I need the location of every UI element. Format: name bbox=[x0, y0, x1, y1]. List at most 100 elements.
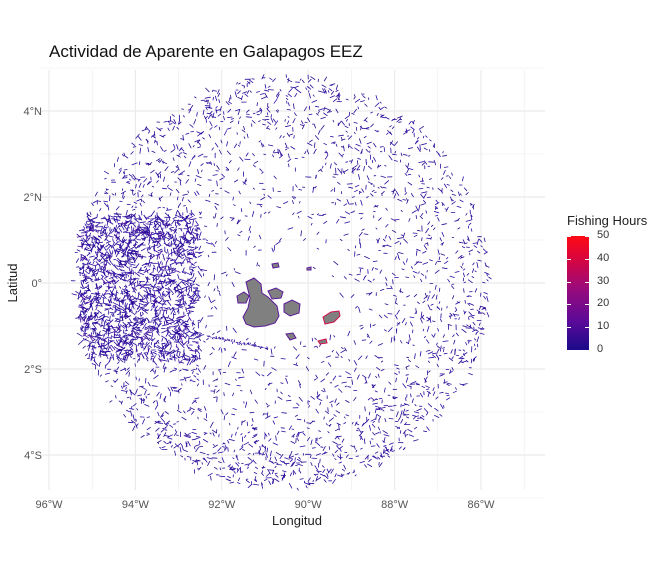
fishing-track-segment bbox=[193, 446, 196, 450]
fishing-track-segment bbox=[284, 457, 289, 460]
fishing-track-segment bbox=[395, 377, 397, 383]
fishing-track-segment bbox=[185, 369, 189, 371]
fishing-track-segment bbox=[332, 375, 337, 381]
fishing-track-segment bbox=[325, 355, 332, 358]
fishing-track-segment bbox=[361, 188, 365, 193]
fishing-track-segment bbox=[320, 124, 325, 130]
fishing-track-segment bbox=[163, 121, 168, 123]
fishing-track-segment bbox=[425, 385, 430, 389]
fishing-track-segment bbox=[368, 308, 373, 311]
fishing-track-segment bbox=[228, 438, 235, 442]
fishing-track-segment bbox=[235, 455, 239, 461]
fishing-track-segment bbox=[138, 144, 143, 146]
x-axis: 96°W 94°W 92°W 90°W 88°W 86°W bbox=[35, 499, 495, 511]
fishing-track-segment bbox=[435, 396, 439, 400]
fishing-track-segment bbox=[149, 327, 156, 332]
fishing-track-segment bbox=[356, 273, 361, 276]
fishing-track-segment bbox=[166, 207, 169, 211]
fishing-track-segment bbox=[335, 351, 340, 356]
fishing-track-segment bbox=[466, 324, 469, 327]
fishing-track-segment bbox=[191, 438, 197, 441]
fishing-track-segment bbox=[156, 440, 162, 444]
fishing-track-segment bbox=[244, 463, 249, 466]
fishing-track-segment bbox=[119, 286, 122, 289]
fishing-track-segment bbox=[329, 163, 332, 169]
fishing-track-segment bbox=[129, 222, 136, 225]
fishing-track-segment bbox=[137, 178, 141, 182]
fishing-track-segment bbox=[413, 415, 417, 420]
fishing-track-segment bbox=[174, 169, 179, 174]
fishing-track-segment bbox=[313, 148, 317, 154]
fishing-track-segment bbox=[83, 255, 88, 260]
legend-tick-mark bbox=[585, 350, 589, 351]
fishing-track-segment bbox=[463, 311, 467, 315]
fishing-track-segment bbox=[291, 433, 296, 438]
fishing-track-segment bbox=[416, 229, 421, 232]
fishing-track-segment bbox=[191, 410, 195, 415]
x-tick-label: 94°W bbox=[122, 499, 150, 511]
fishing-track-segment bbox=[451, 356, 454, 360]
fishing-track-segment bbox=[374, 390, 378, 393]
fishing-track-segment bbox=[144, 404, 150, 407]
fishing-track-segment bbox=[356, 374, 360, 380]
fishing-track-segment bbox=[226, 127, 232, 130]
fishing-track-segment bbox=[93, 295, 100, 299]
fishing-track-segment bbox=[223, 130, 228, 136]
fishing-track-segment bbox=[178, 147, 182, 152]
fishing-track-segment bbox=[194, 224, 199, 227]
fishing-track-segment bbox=[325, 423, 328, 426]
fishing-track-segment bbox=[383, 387, 386, 393]
fishing-track-segment bbox=[205, 107, 208, 111]
fishing-track-segment bbox=[423, 377, 427, 383]
fishing-track-segment bbox=[246, 90, 250, 94]
fishing-track-segment bbox=[109, 400, 113, 403]
fishing-track-segment bbox=[328, 88, 333, 92]
fishing-track-segment bbox=[142, 418, 146, 425]
fishing-track-segment bbox=[253, 433, 258, 437]
fishing-track-segment bbox=[177, 154, 181, 157]
fishing-track-segment bbox=[272, 420, 276, 425]
fishing-track-segment bbox=[181, 443, 184, 450]
fishing-track-segment bbox=[229, 481, 235, 484]
fishing-track-segment bbox=[377, 373, 380, 378]
fishing-track-segment bbox=[397, 416, 402, 421]
fishing-track-segment bbox=[314, 337, 317, 341]
fishing-track-segment bbox=[192, 232, 198, 235]
fishing-track-segment bbox=[164, 287, 169, 290]
fishing-track-segment bbox=[465, 219, 472, 222]
fishing-track-segment bbox=[253, 358, 259, 361]
fishing-track-segment bbox=[267, 468, 271, 475]
fishing-track-segment bbox=[127, 336, 129, 341]
fishing-track-segment bbox=[402, 153, 408, 156]
fishing-track-segment bbox=[211, 421, 214, 424]
fishing-track-segment bbox=[422, 300, 426, 304]
fishing-track-segment bbox=[188, 316, 192, 322]
fishing-track-segment bbox=[159, 446, 162, 449]
fishing-track-segment bbox=[199, 211, 202, 216]
fishing-track-segment bbox=[84, 300, 86, 305]
fishing-track-segment bbox=[352, 169, 354, 174]
fishing-track-segment bbox=[110, 272, 112, 277]
fishing-track-segment bbox=[437, 249, 440, 255]
fishing-track-segment bbox=[427, 304, 431, 310]
fishing-track-segment bbox=[145, 341, 148, 346]
fishing-track-segment bbox=[112, 380, 116, 383]
fishing-track-segment bbox=[433, 210, 440, 214]
fishing-track-segment bbox=[117, 248, 122, 251]
fishing-track-segment bbox=[153, 228, 157, 235]
fishing-track-segment bbox=[421, 143, 428, 146]
fishing-track-segment bbox=[373, 156, 377, 162]
fishing-track-segment bbox=[84, 233, 88, 237]
fishing-track-segment bbox=[347, 248, 350, 252]
fishing-track-segment bbox=[217, 447, 222, 452]
fishing-track-segment bbox=[174, 450, 177, 456]
fishing-track-segment bbox=[191, 354, 198, 358]
fishing-track-segment bbox=[124, 314, 126, 320]
fishing-track-segment bbox=[199, 451, 206, 455]
fishing-track-segment bbox=[109, 280, 117, 283]
fishing-track-segment bbox=[345, 98, 349, 101]
fishing-track-segment bbox=[123, 175, 125, 179]
fishing-track-segment bbox=[114, 304, 117, 313]
fishing-track-segment bbox=[278, 154, 284, 159]
fishing-track-segment bbox=[192, 272, 195, 278]
